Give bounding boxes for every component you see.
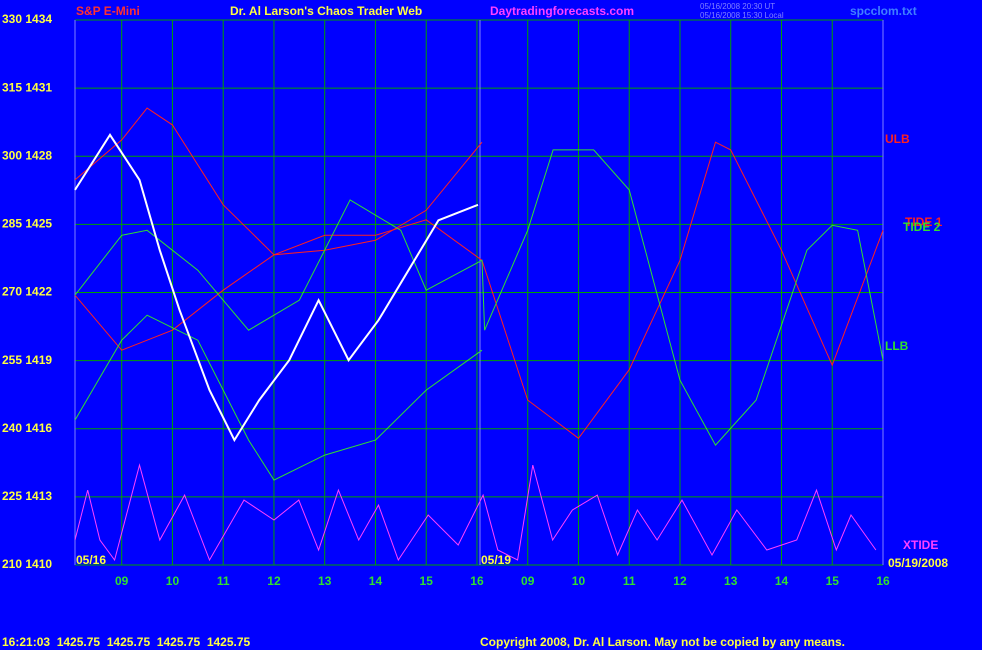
legend-label: TIDE 2 <box>903 220 941 234</box>
y-tick-label: 285 1425 <box>2 217 52 231</box>
legend-label: ULB <box>885 132 910 146</box>
series-line <box>74 133 479 443</box>
y-tick-label: 330 1434 <box>2 12 52 26</box>
file-name: spcclom.txt <box>850 4 917 18</box>
x-tick-label: 13 <box>724 574 738 588</box>
x-tick-label: 11 <box>217 574 230 588</box>
x-tick-label: 15 <box>826 574 840 588</box>
legend-label: LLB <box>885 339 909 353</box>
timestamp-local: 05/16/2008 15:30 Local <box>700 11 784 20</box>
x-tick-label: 11 <box>623 574 636 588</box>
x-tick-label: 10 <box>572 574 586 588</box>
x-tick-label: 13 <box>318 574 332 588</box>
series-line <box>74 463 877 562</box>
series-line <box>74 107 483 256</box>
y-tick-label: 210 1410 <box>2 557 52 571</box>
y-tick-label: 225 1413 <box>2 489 52 503</box>
x-tick-label: 14 <box>775 574 789 588</box>
chart-title: Dr. Al Larson's Chaos Trader Web <box>230 4 422 18</box>
y-tick-label: 255 1419 <box>2 353 52 367</box>
y-tick-label: 300 1428 <box>2 148 52 162</box>
x-tick-label: 09 <box>521 574 535 588</box>
site: Daytradingforecasts.com <box>490 4 634 18</box>
series-line <box>74 314 483 481</box>
x-tick-label: 12 <box>267 574 281 588</box>
legend-label: TIDE 1 <box>905 215 943 229</box>
copyright: Copyright 2008, Dr. Al Larson. May not b… <box>480 635 845 649</box>
symbol: S&P E-Mini <box>76 4 140 18</box>
quote: 16:21:03 1425.75 1425.75 1425.75 1425.75 <box>2 635 251 649</box>
date-label: 05/16 <box>76 553 106 567</box>
x-tick-label: 16 <box>876 574 890 588</box>
date-label: 05/19 <box>481 553 511 567</box>
x-tick-label: 10 <box>166 574 180 588</box>
x-tick-label: 14 <box>369 574 383 588</box>
y-tick-label: 240 1416 <box>2 421 52 435</box>
x-tick-label: 09 <box>115 574 129 588</box>
x-tick-label: 15 <box>420 574 434 588</box>
series-line <box>74 141 884 440</box>
x-tick-label: 12 <box>673 574 687 588</box>
y-tick-label: 315 1431 <box>2 80 52 94</box>
legend-label: XTIDE <box>903 538 938 552</box>
date-label: 05/19/2008 <box>888 556 948 570</box>
x-tick-label: 16 <box>470 574 484 588</box>
timestamp-ut: 05/16/2008 20:30 UT <box>700 2 775 11</box>
series-line <box>74 149 884 446</box>
y-tick-label: 270 1422 <box>2 285 52 299</box>
